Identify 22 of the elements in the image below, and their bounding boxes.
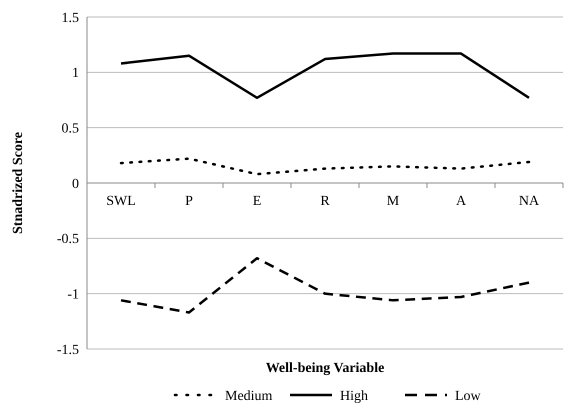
x-tick-label: M [386, 194, 400, 209]
x-tick-label: R [320, 194, 330, 209]
x-tick-label: NA [518, 194, 540, 209]
legend-label: Medium [225, 388, 273, 404]
y-tick-label: 1.5 [62, 10, 79, 26]
y-tick-label: -1.5 [56, 342, 79, 358]
y-tick-label: 0.5 [62, 122, 79, 137]
y-tick-label: -1 [67, 288, 79, 303]
y-tick-label: 0 [72, 176, 79, 192]
x-axis-title: Well-being Variable [266, 361, 384, 376]
x-tick-label: SWL [106, 194, 136, 209]
legend-label: High [340, 388, 368, 404]
line-series [120, 257, 530, 314]
y-tick-label: 1 [72, 66, 79, 82]
line-series [120, 157, 530, 176]
legend-label: Low [455, 388, 482, 404]
x-tick-label: E [252, 194, 262, 209]
y-tick-label: -0.5 [56, 232, 79, 248]
x-tick-label: P [185, 194, 194, 209]
y-axis-title: Stnadrized Score [11, 132, 26, 234]
line-series [120, 52, 530, 100]
x-tick-label: A [456, 194, 467, 209]
